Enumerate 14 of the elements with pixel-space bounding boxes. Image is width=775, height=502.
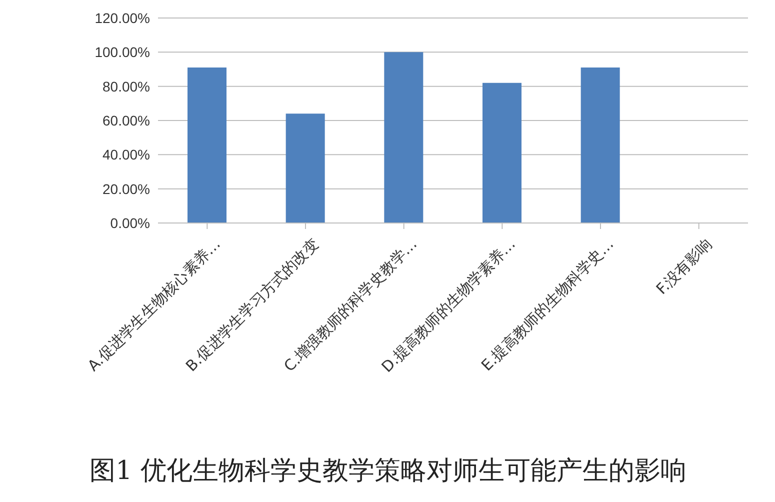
bar [384, 52, 424, 223]
y-tick-label: 60.00% [102, 112, 150, 128]
y-tick-label: 20.00% [102, 180, 150, 197]
y-tick-label: 120.00% [94, 10, 150, 26]
bar [482, 82, 522, 223]
bar [286, 114, 325, 223]
bar [188, 68, 226, 223]
y-tick-label: 100.00% [94, 44, 150, 60]
y-tick-label: 40.00% [102, 146, 150, 163]
bar [580, 68, 620, 223]
x-tick-label: F.没有影响 [652, 235, 716, 298]
y-tick-label: 80.00% [102, 78, 150, 94]
y-tick-label: 0.00% [110, 214, 150, 231]
text: 图1 优化生物科学史教学策略对师生可能产生的影响 [88, 455, 688, 488]
